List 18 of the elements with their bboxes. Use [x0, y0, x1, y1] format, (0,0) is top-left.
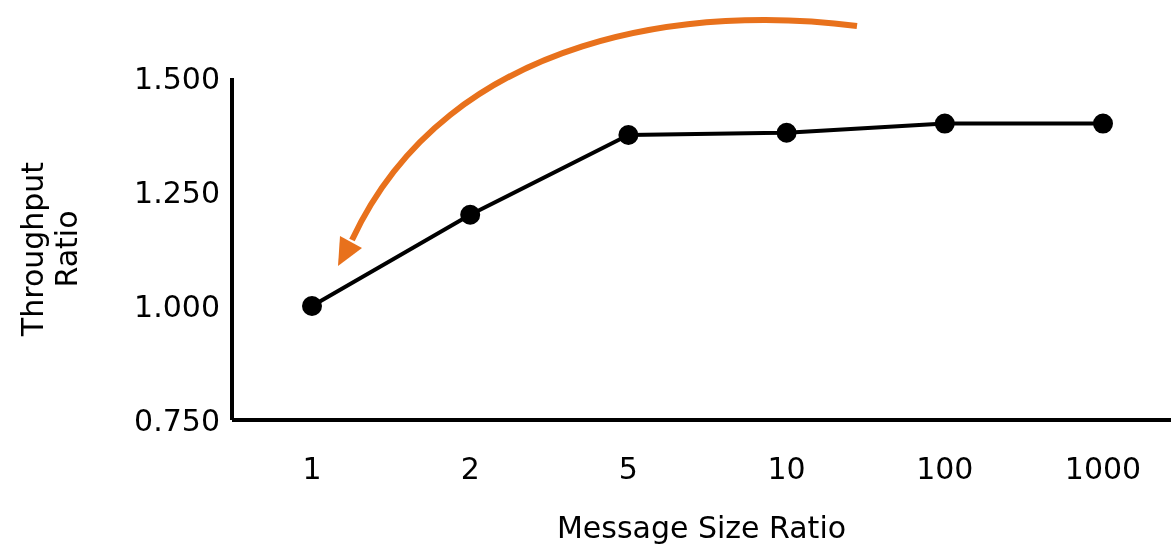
point [302, 296, 322, 316]
y-tick-label: 1.500 [134, 60, 220, 96]
x-tick-label: 1000 [1064, 451, 1142, 487]
x-tick-label: 100 [916, 451, 974, 487]
x-tick-label: 2 [460, 451, 480, 487]
y-tick-label: 0.750 [134, 402, 220, 438]
y-tick-label: 1.250 [134, 174, 220, 210]
point [776, 122, 797, 143]
x-tick-label: 5 [618, 451, 638, 487]
point [934, 113, 955, 134]
point [1093, 113, 1113, 134]
y-tick-label: 1.000 [134, 288, 220, 324]
y-axis-title: Throughput Ratio [15, 161, 84, 338]
x-tick-label: 10 [767, 451, 806, 487]
x-axis-title: Message Size Ratio [556, 510, 847, 545]
point [618, 125, 639, 145]
x-tick-label: 1 [302, 451, 322, 487]
point [460, 204, 481, 225]
